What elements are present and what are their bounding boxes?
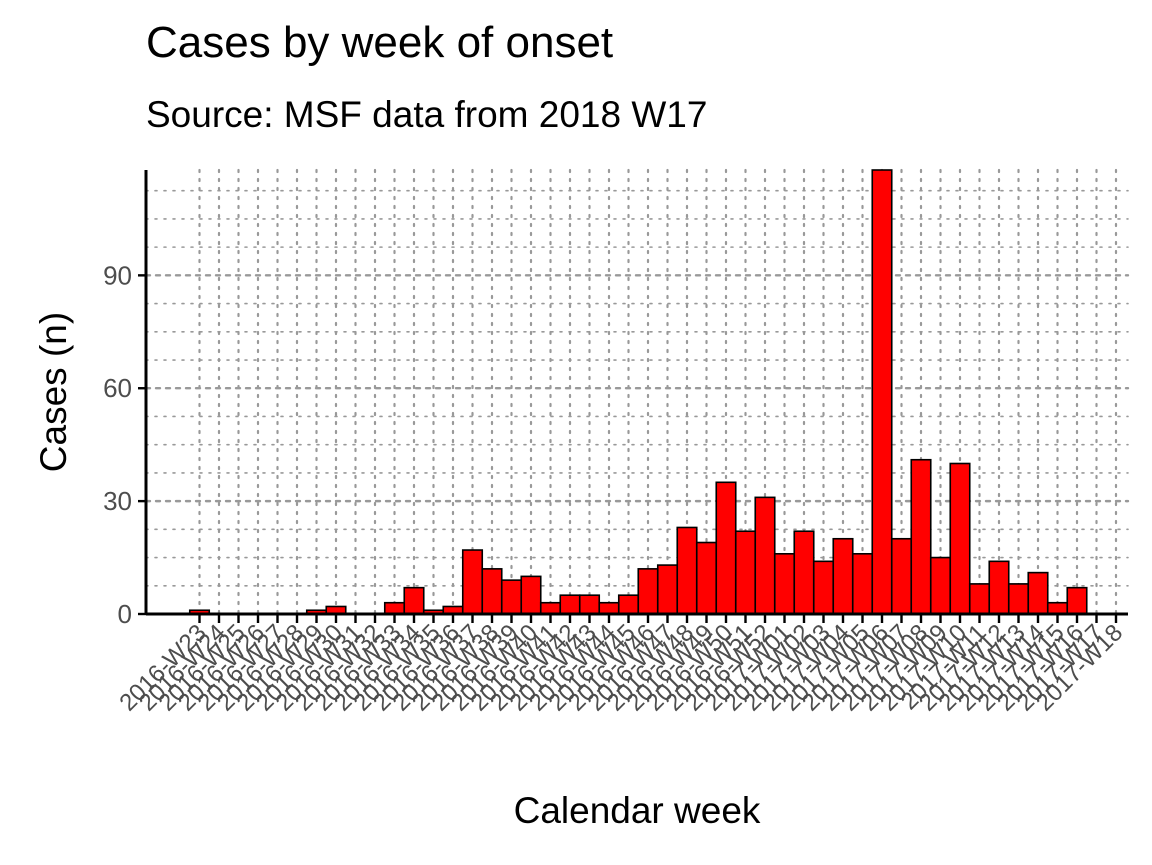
bar	[539, 601, 562, 615]
bar	[968, 583, 991, 615]
x-axis-label: Calendar week	[513, 790, 761, 831]
bar	[383, 601, 406, 615]
bar	[578, 594, 601, 615]
y-tick-label: 90	[103, 260, 132, 290]
bar	[403, 586, 425, 615]
bar	[832, 537, 854, 615]
bar	[929, 556, 952, 615]
bar	[1066, 586, 1088, 615]
bar	[559, 594, 581, 615]
y-tick-label: 60	[103, 373, 132, 403]
bar	[793, 530, 815, 615]
bar	[500, 579, 523, 615]
bar	[773, 552, 796, 615]
bar	[617, 594, 640, 615]
bar	[1027, 571, 1049, 615]
bar	[754, 496, 776, 615]
bar	[1046, 601, 1069, 615]
bar	[598, 601, 620, 615]
bar	[676, 526, 698, 615]
bar	[695, 541, 718, 615]
bar	[461, 549, 484, 615]
bar	[910, 458, 932, 615]
y-tick-label: 0	[118, 599, 132, 629]
bar	[812, 560, 835, 615]
bar	[656, 564, 679, 615]
bar	[715, 481, 737, 615]
bar	[851, 552, 874, 615]
bar	[1007, 583, 1030, 615]
y-tick-label: 30	[103, 486, 132, 516]
bar	[949, 462, 971, 615]
bar	[481, 568, 503, 615]
bar	[890, 537, 913, 615]
bar	[871, 169, 893, 615]
bar	[520, 575, 542, 615]
bar	[734, 530, 757, 615]
bar	[637, 568, 659, 615]
chart-title: Cases by week of onset	[146, 18, 614, 67]
chart-subtitle: Source: MSF data from 2018 W17	[146, 94, 708, 135]
bar	[988, 560, 1010, 615]
